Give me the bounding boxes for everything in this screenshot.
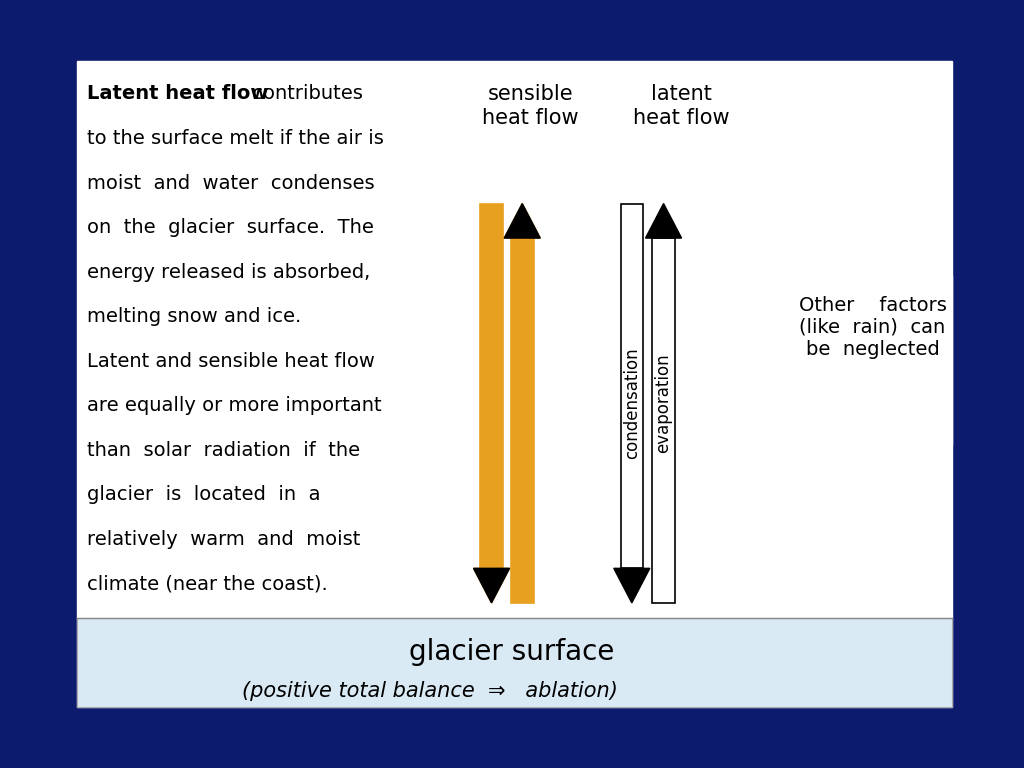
Bar: [794, 276, 952, 445]
Bar: [480, 204, 503, 568]
Text: (positive total balance  ⇒   ablation): (positive total balance ⇒ ablation): [242, 680, 618, 700]
Polygon shape: [473, 568, 510, 603]
Text: sensible
heat flow: sensible heat flow: [482, 84, 579, 127]
Text: on  the  glacier  surface.  The: on the glacier surface. The: [87, 218, 374, 237]
Text: contributes: contributes: [246, 84, 362, 104]
Text: glacier  is  located  in  a: glacier is located in a: [87, 485, 321, 505]
Bar: [77, 61, 952, 707]
Text: moist  and  water  condenses: moist and water condenses: [87, 174, 375, 193]
Bar: [77, 618, 952, 707]
Text: to the surface melt if the air is: to the surface melt if the air is: [87, 129, 384, 148]
Polygon shape: [613, 568, 650, 603]
Text: evaporation: evaporation: [654, 353, 673, 453]
Bar: [621, 204, 643, 568]
Text: condensation: condensation: [623, 347, 641, 459]
Text: melting snow and ice.: melting snow and ice.: [87, 307, 301, 326]
Bar: [511, 238, 534, 603]
Text: Other    factors
(like  rain)  can
be  neglected: Other factors (like rain) can be neglect…: [799, 296, 946, 359]
Text: than  solar  radiation  if  the: than solar radiation if the: [87, 441, 360, 460]
Polygon shape: [473, 568, 510, 603]
Polygon shape: [504, 204, 541, 238]
Text: glacier surface: glacier surface: [410, 637, 614, 666]
Bar: [652, 238, 675, 603]
Text: Latent heat flow: Latent heat flow: [87, 84, 268, 104]
Text: relatively  warm  and  moist: relatively warm and moist: [87, 530, 360, 549]
Text: latent
heat flow: latent heat flow: [633, 84, 729, 127]
Text: Latent and sensible heat flow: Latent and sensible heat flow: [87, 352, 375, 371]
Polygon shape: [504, 204, 541, 238]
Text: are equally or more important: are equally or more important: [87, 396, 382, 415]
Text: climate (near the coast).: climate (near the coast).: [87, 574, 328, 594]
Text: energy released is absorbed,: energy released is absorbed,: [87, 263, 371, 282]
Polygon shape: [645, 204, 682, 238]
